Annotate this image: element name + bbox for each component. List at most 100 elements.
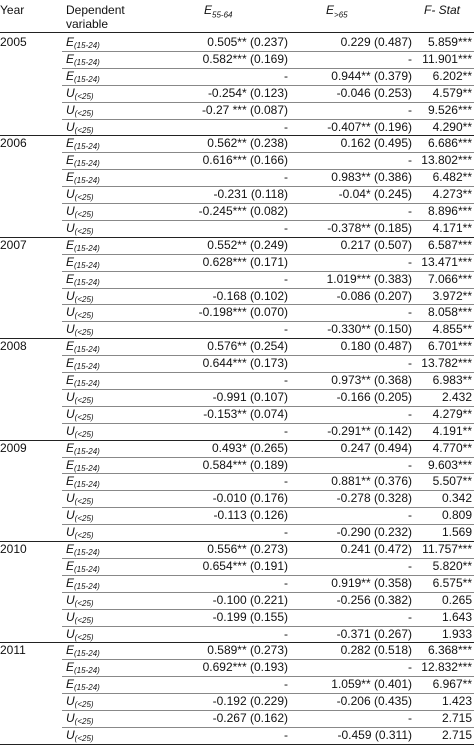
coef-e65-plus: - xyxy=(408,204,412,218)
dependent-variable: U(<25) xyxy=(66,119,94,139)
header-col3: F- Stat xyxy=(424,3,461,17)
row-divider xyxy=(62,101,474,103)
variable-symbol: U xyxy=(66,119,75,134)
dependent-variable: E(15-24) xyxy=(66,34,100,54)
coef-e55-64: -0.100 (0.221) xyxy=(212,592,288,607)
coef-e55-64: 0.552** (0.249) xyxy=(207,237,288,252)
variable-subscript: (15-24) xyxy=(74,243,100,253)
coef-e55-64: -0.231 (0.118) xyxy=(213,187,289,202)
dependent-variable: E(15-24) xyxy=(66,575,100,595)
variable-symbol: U xyxy=(66,694,75,709)
table-row: U(<25) -0.231 (0.118) -0.04* (0.245) 4.273*… xyxy=(0,186,474,203)
coef-e55-64: 0.562** (0.238) xyxy=(207,136,288,151)
coef-e65-plus: -0.206 (0.435) xyxy=(336,694,412,709)
table-row: E(15-24) - 0.881** (0.376) 5.507** xyxy=(0,473,474,490)
variable-subscript: (15-24) xyxy=(74,57,100,67)
dependent-variable: U(<25) xyxy=(66,321,94,341)
coef-e55-64: -0.199 (0.155) xyxy=(212,609,288,624)
row-divider xyxy=(62,676,474,678)
variable-symbol: E xyxy=(66,677,75,692)
coef-e55-64: -0.27 *** (0.087) xyxy=(201,102,288,117)
row-divider xyxy=(62,67,474,69)
row-divider xyxy=(62,186,474,188)
coef-e55-64: - xyxy=(284,423,288,438)
year-divider xyxy=(0,236,474,238)
coef-e65-plus: - xyxy=(408,406,412,421)
row-divider xyxy=(62,490,474,492)
table-row: U(<25) -0.991 (0.107) -0.166 (0.205) 2.432 xyxy=(0,389,474,406)
year-divider xyxy=(0,338,474,340)
coef-e65-plus: 0.983** (0.386) xyxy=(331,170,412,185)
variable-symbol: U xyxy=(66,204,75,218)
year-label: 2006 xyxy=(0,136,27,151)
year-label: 2009 xyxy=(0,440,27,455)
dependent-variable: E(15-24) xyxy=(66,541,100,561)
coef-e55-64: -0.198*** (0.070) xyxy=(198,305,288,320)
f-stat: 4.279** xyxy=(432,406,472,421)
dependent-variable: E(15-24) xyxy=(66,135,100,155)
f-stat: 4.855** xyxy=(432,322,472,337)
row-divider xyxy=(62,118,474,120)
variable-subscript: (<25) xyxy=(74,632,94,642)
year-divider xyxy=(0,642,474,644)
variable-symbol: E xyxy=(66,356,75,371)
table-row: U(<25) -0.168 (0.102) -0.086 (0.207) 3.972*… xyxy=(0,288,474,305)
table-row: U(<25) -0.198*** (0.070) -8.058*** xyxy=(0,304,474,321)
f-stat: 6.482** xyxy=(432,170,472,185)
f-stat: 1.569 xyxy=(441,525,472,540)
dependent-variable: U(<25) xyxy=(66,406,94,426)
f-stat: 13.802*** xyxy=(421,153,472,168)
coef-e65-plus: -0.086 (0.207) xyxy=(336,288,412,303)
dependent-variable: U(<25) xyxy=(66,288,94,308)
coef-e55-64: -0.245*** (0.082) xyxy=(198,204,288,218)
row-divider xyxy=(62,253,474,255)
variable-symbol: E xyxy=(66,170,75,185)
f-stat: 5.507** xyxy=(432,474,472,489)
f-stat: 1.423 xyxy=(441,694,472,709)
row-divider xyxy=(62,574,474,576)
dependent-variable: E(15-24) xyxy=(66,659,100,679)
coef-e55-64: -0.113 (0.126) xyxy=(213,508,289,523)
row-divider xyxy=(62,608,474,610)
variable-symbol: U xyxy=(66,322,75,337)
table-row: U(<25) -0.267 (0.162) - 2.715 xyxy=(0,710,474,727)
row-divider xyxy=(62,372,474,373)
dependent-variable: U(<25) xyxy=(66,609,94,629)
variable-symbol: E xyxy=(66,271,75,286)
variable-subscript: (<25) xyxy=(74,311,94,321)
dependent-variable: U(<25) xyxy=(66,693,94,713)
table-row: E(15-24) 0.628*** (0.171) -13.471*** xyxy=(0,254,474,271)
f-stat: 13.782*** xyxy=(421,356,472,371)
coef-e55-64: -0.254* (0.123) xyxy=(207,85,288,100)
coef-e55-64: - xyxy=(284,322,288,337)
variable-subscript: (15-24) xyxy=(74,41,100,50)
header-col2: E>65 xyxy=(326,4,348,21)
dependent-variable: E(15-24) xyxy=(66,457,100,477)
row-divider xyxy=(62,287,474,289)
f-stat: 0.342 xyxy=(441,491,472,506)
variable-symbol: E xyxy=(66,542,75,556)
header-col2-main: E xyxy=(326,3,335,17)
dependent-variable: U(<25) xyxy=(66,389,94,409)
dependent-variable: U(<25) xyxy=(66,490,94,510)
coef-e65-plus: -0.278 (0.328) xyxy=(336,491,412,506)
f-stat: 4.273** xyxy=(432,187,472,202)
dependent-variable: E(15-24) xyxy=(66,372,100,392)
coef-e55-64: - xyxy=(284,119,288,134)
year-divider xyxy=(0,439,474,441)
dependent-variable: E(15-24) xyxy=(66,558,100,578)
coef-e55-64: 0.654*** (0.191) xyxy=(202,558,288,573)
variable-symbol: U xyxy=(66,491,75,506)
coef-e65-plus: -0.330** (0.150) xyxy=(327,322,412,337)
variable-symbol: U xyxy=(66,220,75,235)
header-dependent-line2: variable xyxy=(66,17,109,31)
coef-e65-plus: 0.973** (0.368) xyxy=(331,373,412,387)
table-row: E(15-24) - 0.973** (0.368) 6.983** xyxy=(0,372,474,389)
header-rule xyxy=(0,32,474,33)
variable-subscript: (15-24) xyxy=(74,581,100,591)
dependent-variable: E(15-24) xyxy=(66,271,100,291)
coef-e65-plus: -0.290 (0.232) xyxy=(336,525,412,540)
coef-e55-64: 0.644*** (0.173) xyxy=(202,356,288,371)
f-stat: 2.715 xyxy=(441,711,472,725)
